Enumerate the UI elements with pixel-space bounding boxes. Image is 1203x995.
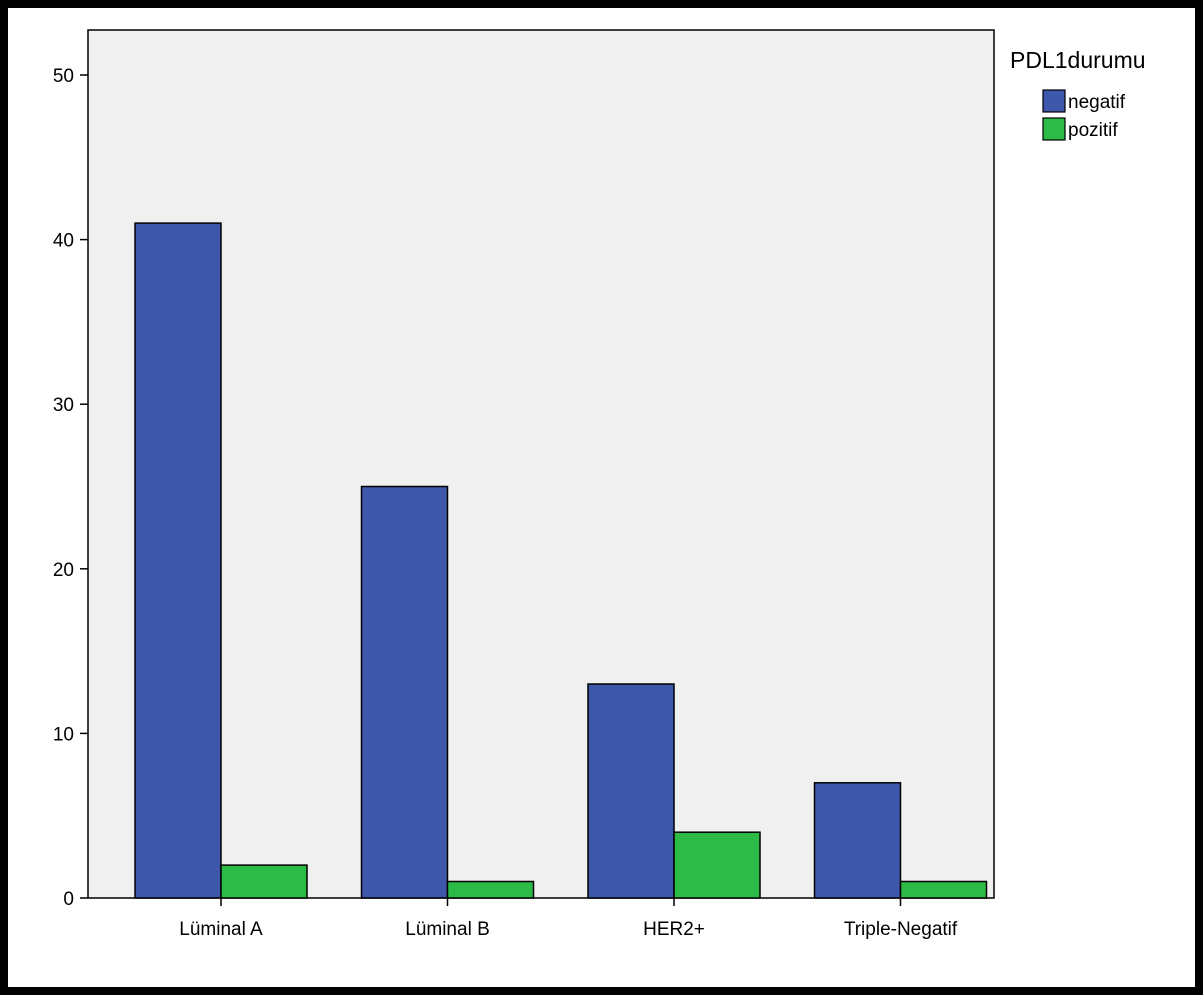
- bar-pozitif-2: [446, 880, 535, 899]
- y-axis: 0 10 20 30 40 50: [53, 66, 88, 910]
- legend-swatch-negatif: [1042, 89, 1066, 113]
- bar-pozitif-4: [899, 880, 988, 899]
- y-tick-label: 20: [53, 560, 74, 581]
- bar-negatif-3: [587, 683, 675, 899]
- legend-title: PDL1durumu: [1010, 47, 1146, 73]
- bar-negatif-1: [134, 222, 222, 899]
- x-tick-label: Triple-Negatif: [844, 919, 958, 940]
- bar-negatif-2: [360, 485, 449, 899]
- y-tick-label: 40: [53, 231, 74, 252]
- x-axis: Lüminal A Lüminal B HER2+ Triple-Negatif: [179, 898, 958, 940]
- x-tick-label: Lüminal A: [179, 919, 263, 940]
- x-tick-label: HER2+: [643, 919, 705, 940]
- y-tick-label: 10: [53, 724, 74, 745]
- bar-pozitif-3: [673, 831, 761, 899]
- y-tick-label: 0: [63, 889, 74, 910]
- x-tick-label: Lüminal B: [405, 919, 490, 940]
- bar-pozitif-1: [220, 864, 308, 899]
- bar-negatif-4: [813, 782, 902, 899]
- bars-layer: [134, 222, 988, 899]
- plot-area: [87, 29, 995, 899]
- legend-swatch-pozitif: [1042, 117, 1066, 141]
- legend-items: negatif pozitif: [1042, 89, 1126, 141]
- legend: PDL1durumu negatif pozitif: [1010, 47, 1146, 141]
- y-tick-label: 30: [53, 395, 74, 416]
- legend-label-pozitif: pozitif: [1068, 120, 1118, 141]
- legend-label-negatif: negatif: [1068, 92, 1126, 113]
- y-tick-label: 50: [53, 66, 74, 87]
